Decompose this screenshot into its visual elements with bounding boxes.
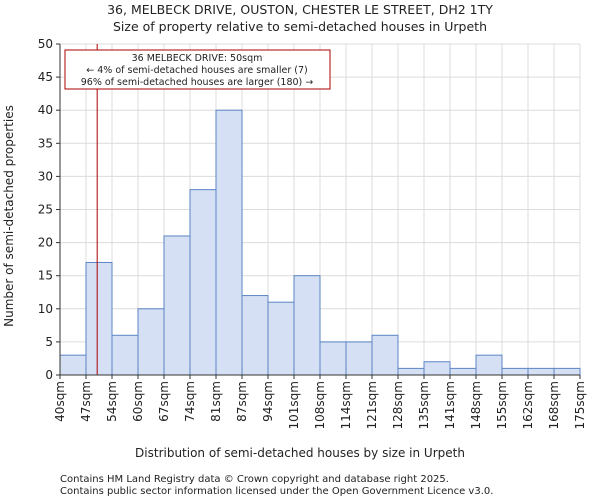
annotation-line-1: 36 MELBECK DRIVE: 50sqm xyxy=(132,53,263,64)
bar xyxy=(345,341,373,376)
y-tick-label: 10 xyxy=(38,302,53,316)
bar xyxy=(85,261,113,376)
x-tick-label: 155sqm xyxy=(495,381,509,429)
annotation-box: 36 MELBECK DRIVE: 50sqm ← 4% of semi-det… xyxy=(64,49,331,90)
bar xyxy=(189,189,217,376)
x-tick-label: 47sqm xyxy=(79,381,93,422)
x-tick-label: 141sqm xyxy=(443,381,457,429)
bar xyxy=(501,367,529,376)
bar xyxy=(293,275,321,376)
bar xyxy=(423,361,451,376)
y-tick-label: 30 xyxy=(38,169,53,183)
y-tick-label: 25 xyxy=(38,203,53,217)
bar xyxy=(449,367,477,376)
bar xyxy=(267,301,295,376)
footer-line-1: Contains HM Land Registry data © Crown c… xyxy=(60,474,449,485)
x-tick-label: 162sqm xyxy=(521,381,535,429)
y-tick-label: 40 xyxy=(38,103,53,117)
bar xyxy=(241,295,269,376)
x-tick-label: 121sqm xyxy=(365,381,379,429)
bar xyxy=(215,109,243,376)
bar xyxy=(137,308,165,376)
x-tick-label: 101sqm xyxy=(287,381,301,429)
y-tick-label: 20 xyxy=(38,236,53,250)
annotation-line-2: ← 4% of semi-detached houses are smaller… xyxy=(86,65,307,76)
bar xyxy=(371,334,399,376)
y-tick-label: 5 xyxy=(45,335,53,349)
x-tick-label: 87sqm xyxy=(235,381,249,422)
bar xyxy=(111,334,139,376)
bar xyxy=(527,367,555,376)
x-tick-label: 175sqm xyxy=(573,381,587,429)
y-tick-label: 45 xyxy=(38,70,53,84)
bar xyxy=(163,235,191,376)
x-tick-label: 81sqm xyxy=(209,381,223,422)
bar xyxy=(397,367,425,376)
annotation-frame xyxy=(64,49,331,90)
y-axis-label: Number of semi-detached properties xyxy=(2,105,16,327)
y-tick-label: 15 xyxy=(38,269,53,283)
footer-line-2: Contains public sector information licen… xyxy=(60,486,493,497)
y-tick-label: 35 xyxy=(38,136,53,150)
x-tick-labels: 40sqm 47sqm 54sqm 60sqm 67sqm 74sqm 81sqm 87sqm… xyxy=(53,375,587,429)
x-tick-label: 40sqm xyxy=(53,381,67,422)
annotation-line-3: 96% of semi-detached houses are larger (… xyxy=(81,77,314,88)
y-tick-label: 0 xyxy=(45,368,53,382)
bars xyxy=(59,109,581,376)
y-tick-labels: 0 5 10 15 20 25 30 35 40 45 50 xyxy=(38,37,60,382)
chart-subtitle: Size of property relative to semi-detach… xyxy=(113,19,487,34)
y-tick-label: 50 xyxy=(38,37,53,51)
x-tick-label: 128sqm xyxy=(391,381,405,429)
x-tick-label: 74sqm xyxy=(183,381,197,422)
x-axis-label: Distribution of semi-detached houses by … xyxy=(135,446,465,460)
x-tick-label: 135sqm xyxy=(417,381,431,429)
bar xyxy=(319,341,347,376)
chart-title: 36, MELBECK DRIVE, OUSTON, CHESTER LE ST… xyxy=(107,2,493,17)
x-tick-label: 114sqm xyxy=(339,381,353,429)
x-tick-label: 67sqm xyxy=(157,381,171,422)
bar xyxy=(475,354,503,376)
x-tick-label: 60sqm xyxy=(131,381,145,422)
x-tick-label: 168sqm xyxy=(547,381,561,429)
bar xyxy=(59,354,87,376)
x-tick-label: 108sqm xyxy=(313,381,327,429)
x-tick-label: 148sqm xyxy=(469,381,483,429)
bar xyxy=(553,367,581,376)
x-tick-label: 94sqm xyxy=(261,381,275,422)
x-tick-label: 54sqm xyxy=(105,381,119,422)
